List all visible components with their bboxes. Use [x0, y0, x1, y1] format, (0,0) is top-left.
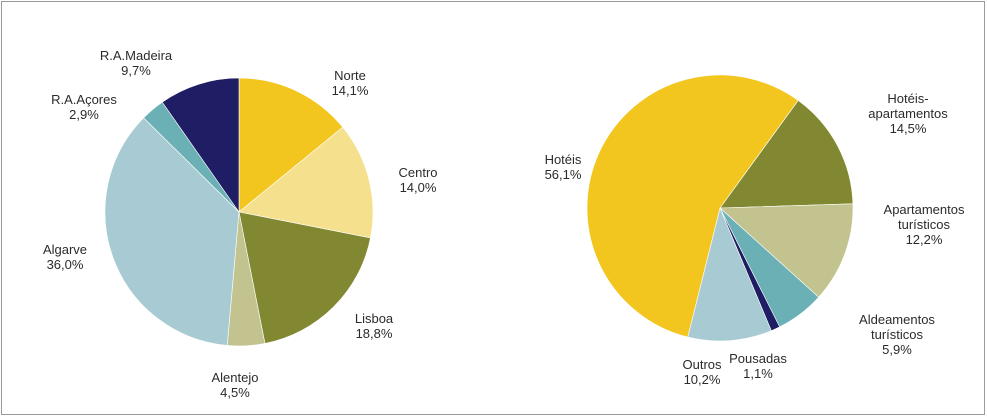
label-hoteis-apartamentos: Hotéis-apartamentos 14,5%	[868, 91, 948, 136]
label-outros: Outros 10,2%	[682, 357, 722, 387]
slice-hoteis-apartamentos	[719, 99, 854, 209]
label-centro: Centro 14,0%	[398, 165, 437, 195]
label-r-a-madeira: R.A.Madeira 9,7%	[100, 48, 173, 78]
slice-centro	[238, 126, 374, 239]
slice-name-label: Outros	[682, 357, 722, 372]
slice-value-label: 10,2%	[684, 372, 721, 387]
label-algarve: Algarve 36,0%	[43, 242, 87, 272]
slice-name-label: Apartamentos	[884, 202, 965, 217]
label-apartamentos-turisticos: Apartamentos turísticos 12,2%	[884, 202, 965, 247]
slice-name-label: apartamentos	[868, 106, 948, 121]
slice-value-label: 4,5%	[220, 385, 250, 400]
slice-value-label: 9,7%	[121, 63, 151, 78]
slice-name-label: Algarve	[43, 242, 87, 257]
label-r-a-acores: R.A.Açores 2,9%	[51, 92, 117, 122]
label-hoteis: Hotéis 56,1%	[545, 152, 582, 182]
slice-value-label: 1,1%	[743, 366, 773, 381]
slice-r-a-madeira	[161, 77, 240, 213]
pie-chart-1	[104, 77, 374, 347]
slice-algarve	[104, 117, 240, 346]
slice-outros	[687, 207, 772, 342]
label-aldeamentos-turisticos: Aldeamentos turísticos 5,9%	[859, 312, 935, 357]
slice-value-label: 12,2%	[906, 232, 943, 247]
slice-name-label: Hotéis-	[887, 91, 928, 106]
slice-value-label: 56,1%	[545, 167, 582, 182]
slice-name-label: Pousadas	[729, 351, 787, 366]
slice-name-label: R.A.Açores	[51, 92, 117, 107]
slice-name-label: turísticos	[898, 217, 951, 232]
slice-name-label: Centro	[398, 165, 437, 180]
slice-norte	[238, 77, 344, 213]
slice-name-label: Lisboa	[355, 311, 394, 326]
pie-chart-2	[586, 74, 854, 342]
label-alentejo: Alentejo 4,5%	[212, 370, 259, 400]
slice-lisboa	[238, 211, 371, 344]
slice-value-label: 14,5%	[890, 121, 927, 136]
slice-value-label: 2,9%	[69, 107, 99, 122]
slice-apartamentos-turisticos	[719, 203, 854, 298]
label-norte: Norte 14,1%	[332, 68, 369, 98]
slice-name-label: turísticos	[871, 327, 924, 342]
slice-name-label: Aldeamentos	[859, 312, 935, 327]
slice-value-label: 14,1%	[332, 83, 369, 98]
slice-value-label: 36,0%	[47, 257, 84, 272]
slice-name-label: Norte	[334, 68, 366, 83]
slice-name-label: Alentejo	[212, 370, 259, 385]
slice-name-label: R.A.Madeira	[100, 48, 173, 63]
slice-value-label: 5,9%	[882, 342, 912, 357]
slice-name-label: Hotéis	[545, 152, 582, 167]
slice-value-label: 18,8%	[356, 326, 393, 341]
label-lisboa: Lisboa 18,8%	[355, 311, 394, 341]
label-pousadas: Pousadas 1,1%	[729, 351, 787, 381]
slice-value-label: 14,0%	[400, 180, 437, 195]
slice-hoteis	[586, 74, 799, 338]
